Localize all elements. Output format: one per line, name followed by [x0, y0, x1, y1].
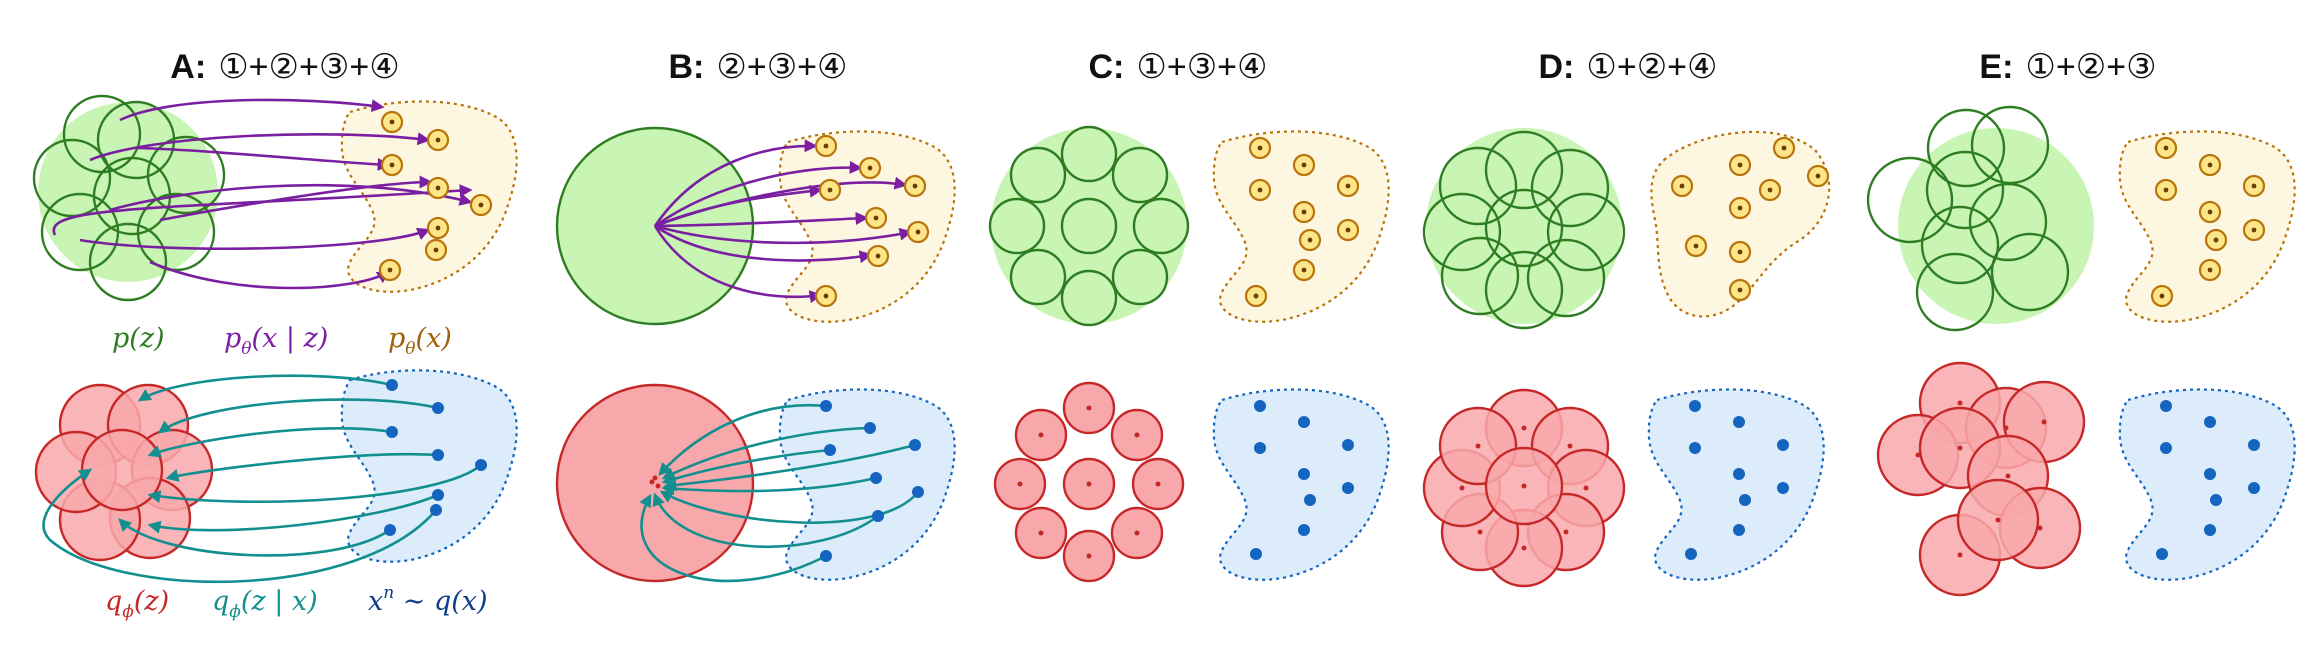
posterior-components: [1876, 361, 2086, 597]
panel-c-title: C: ①+③+④: [1088, 48, 1267, 86]
label-aggregate-posterior: qϕ(z): [105, 586, 169, 622]
model-sample-points: [1670, 136, 1830, 302]
model-sample-points: [378, 110, 493, 282]
panel-b-title: B: ②+③+④: [668, 48, 847, 86]
data-distribution-region: [778, 388, 956, 581]
data-points: [1250, 400, 1354, 560]
prior-components: [1866, 105, 2070, 332]
panel-e: [1866, 105, 2296, 597]
posterior-circle: [555, 383, 755, 583]
data-distribution-region: [2118, 388, 2296, 581]
decoder-arrows: [653, 139, 913, 304]
panel-a-title: A: ①+②+③+④: [170, 48, 399, 86]
decoder-arrows: [52, 98, 473, 290]
panel-titles: A: ①+②+③+④ B: ②+③+④ C: ①+③+④ D: ①+②+④ E: ①+②+…: [170, 48, 2156, 86]
panel-d: [1422, 128, 1831, 588]
prior-components: [988, 125, 1190, 327]
label-decoder: pθ(x | z): [224, 323, 328, 359]
model-distribution-region: [340, 100, 518, 293]
panel-e-title: E: ①+②+③: [1979, 48, 2156, 86]
prior-region: [991, 128, 1187, 324]
data-points: [2156, 400, 2260, 560]
panel-d-title: D: ①+②+④: [1538, 48, 1717, 86]
data-distribution-region: [1212, 388, 1390, 581]
panel-a: p(z) pθ(x | z) pθ(x): [32, 94, 518, 622]
posterior-centers: [1017, 405, 1161, 559]
data-points: [384, 379, 487, 536]
label-data: xn ∼ q(x): [368, 583, 488, 617]
panel-c: [988, 125, 1390, 583]
label-prior: p(z): [112, 323, 165, 354]
data-points: [820, 400, 924, 562]
model-distribution-region: [1650, 130, 1831, 318]
model-sample-points: [814, 134, 930, 308]
prior-components: [1422, 130, 1626, 330]
posterior-components: [34, 383, 214, 562]
model-sample-points: [1244, 136, 1360, 308]
label-marginal: pθ(x): [388, 323, 452, 359]
encoder-arrows: [42, 374, 482, 584]
posterior-centers: [1915, 400, 2047, 558]
model-sample-points: [2150, 136, 2266, 308]
panel-b: [555, 126, 956, 583]
posterior-center-dots: [649, 475, 661, 489]
encoder-arrows: [639, 403, 920, 583]
posterior-centers: [1459, 425, 1589, 551]
data-points: [1685, 400, 1789, 560]
prior-region: [1426, 128, 1622, 324]
label-encoder: qϕ(z | x): [212, 586, 318, 622]
data-distribution-region: [1647, 388, 1825, 581]
prior-region: [1898, 128, 2094, 324]
data-distribution-region: [340, 369, 518, 563]
prior-components: [32, 94, 226, 302]
